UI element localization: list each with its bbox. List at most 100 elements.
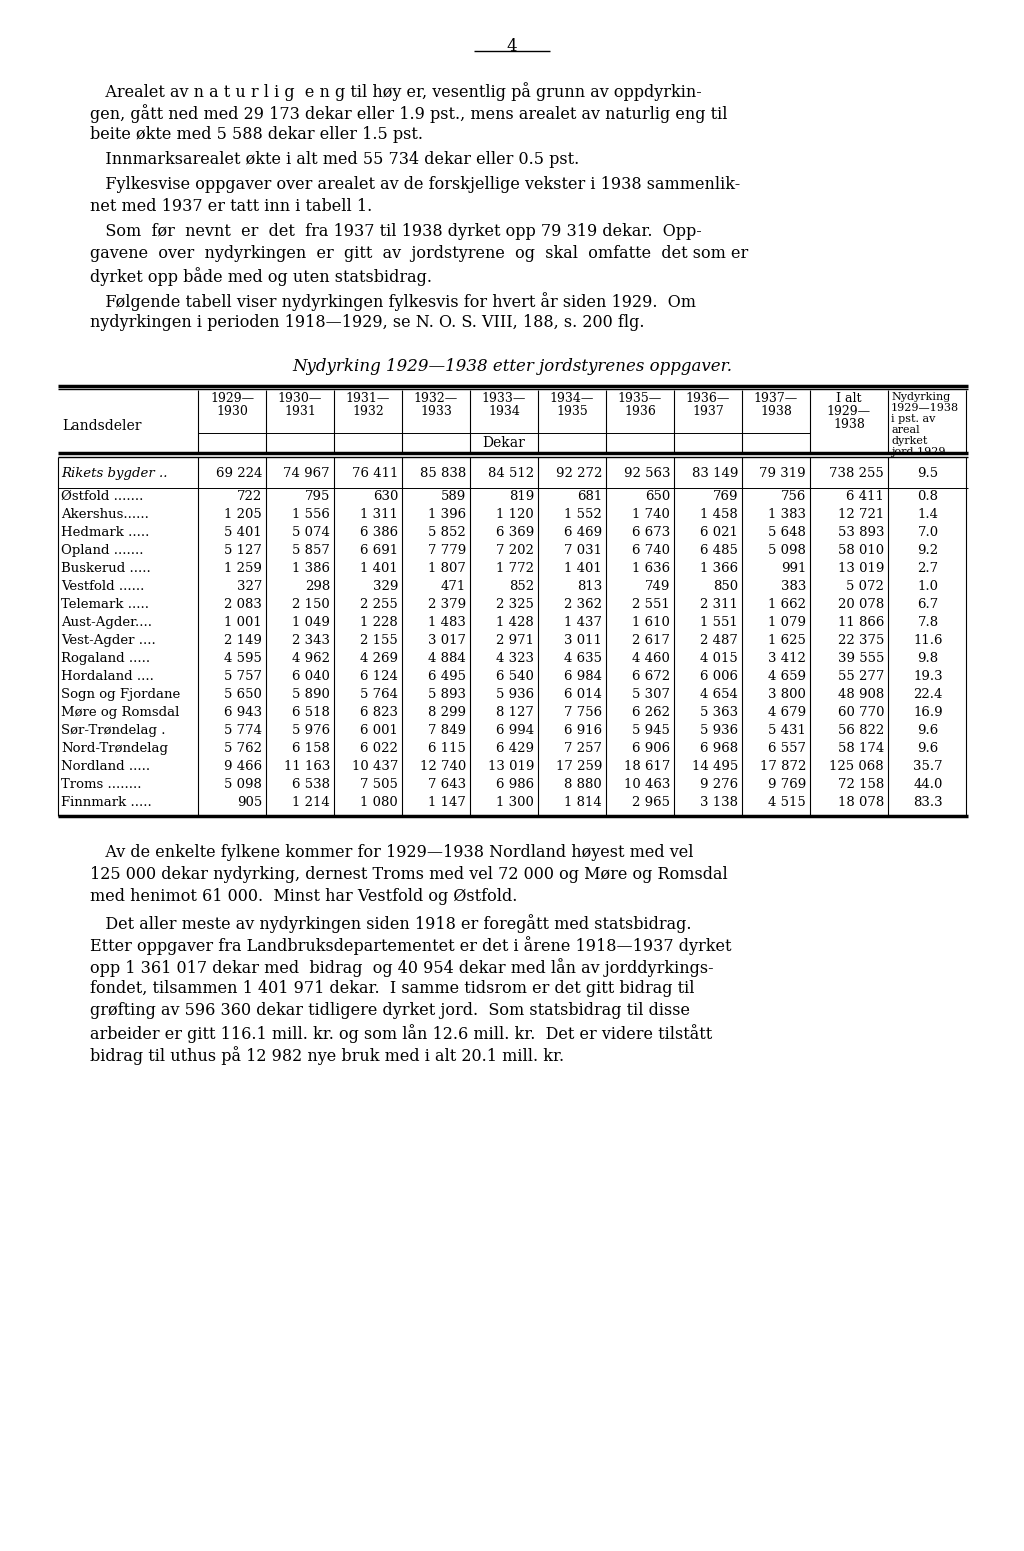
Text: Hordaland ....: Hordaland ....	[61, 670, 154, 682]
Text: Arealet av n a t u r l i g  e n g til høy er, vesentlig på grunn av oppdyrkin-: Arealet av n a t u r l i g e n g til høy…	[90, 82, 701, 101]
Text: 6 968: 6 968	[699, 741, 738, 755]
Text: i pst. av: i pst. av	[891, 414, 935, 423]
Text: nydyrkingen i perioden 1918—1929, se N. O. S. VIII, 188, s. 200 flg.: nydyrkingen i perioden 1918—1929, se N. …	[90, 313, 644, 330]
Text: 18 617: 18 617	[624, 760, 670, 772]
Text: Rikets bygder ..: Rikets bygder ..	[61, 467, 168, 479]
Text: 5 757: 5 757	[224, 670, 262, 682]
Text: Nord-Trøndelag: Nord-Trøndelag	[61, 741, 168, 755]
Text: 60 770: 60 770	[838, 706, 884, 720]
Text: dyrket: dyrket	[891, 436, 928, 447]
Text: 9.2: 9.2	[918, 544, 939, 557]
Text: Dekar: Dekar	[482, 436, 525, 450]
Text: 1936: 1936	[624, 405, 656, 419]
Text: 1 049: 1 049	[292, 616, 330, 630]
Text: 6 557: 6 557	[768, 741, 806, 755]
Text: 9 276: 9 276	[699, 779, 738, 791]
Text: 471: 471	[440, 580, 466, 592]
Text: 2 155: 2 155	[360, 634, 398, 647]
Text: beite økte med 5 588 dekar eller 1.5 pst.: beite økte med 5 588 dekar eller 1.5 pst…	[90, 126, 423, 143]
Text: 22 375: 22 375	[838, 634, 884, 647]
Text: 1 079: 1 079	[768, 616, 806, 630]
Text: 991: 991	[780, 561, 806, 575]
Text: 19.3: 19.3	[913, 670, 943, 682]
Text: 2 343: 2 343	[292, 634, 330, 647]
Text: 1 396: 1 396	[428, 509, 466, 521]
Text: 4 595: 4 595	[224, 651, 262, 665]
Text: 6 115: 6 115	[428, 741, 466, 755]
Text: 1 458: 1 458	[700, 509, 738, 521]
Text: 13 019: 13 019	[838, 561, 884, 575]
Text: 1934: 1934	[488, 405, 520, 419]
Text: 5 762: 5 762	[224, 741, 262, 755]
Text: 1930: 1930	[216, 405, 248, 419]
Text: 55 277: 55 277	[838, 670, 884, 682]
Text: 795: 795	[304, 490, 330, 503]
Text: 1933—: 1933—	[482, 392, 526, 405]
Text: 2 362: 2 362	[564, 599, 602, 611]
Text: 8 880: 8 880	[564, 779, 602, 791]
Text: 6 672: 6 672	[632, 670, 670, 682]
Text: 1 147: 1 147	[428, 796, 466, 810]
Text: 1 001: 1 001	[224, 616, 262, 630]
Text: Innmarksarealet økte i alt med 55 734 dekar eller 0.5 pst.: Innmarksarealet økte i alt med 55 734 de…	[90, 150, 580, 168]
Text: 6 495: 6 495	[428, 670, 466, 682]
Text: 819: 819	[509, 490, 534, 503]
Text: 1931—: 1931—	[346, 392, 390, 405]
Text: 4 269: 4 269	[360, 651, 398, 665]
Text: 92 272: 92 272	[556, 467, 602, 479]
Text: 298: 298	[305, 580, 330, 592]
Text: 6 014: 6 014	[564, 689, 602, 701]
Text: 1 662: 1 662	[768, 599, 806, 611]
Text: Troms ........: Troms ........	[61, 779, 141, 791]
Text: gen, gått ned med 29 173 dekar eller 1.9 pst., mens arealet av naturlig eng til: gen, gått ned med 29 173 dekar eller 1.9…	[90, 104, 727, 123]
Text: 69 224: 69 224	[216, 467, 262, 479]
Text: 1929—1938: 1929—1938	[891, 403, 959, 413]
Text: 5 098: 5 098	[224, 779, 262, 791]
Text: 3 800: 3 800	[768, 689, 806, 701]
Text: 6 411: 6 411	[846, 490, 884, 503]
Text: 1937—: 1937—	[754, 392, 798, 405]
Text: 1 807: 1 807	[428, 561, 466, 575]
Text: 17 872: 17 872	[760, 760, 806, 772]
Text: 9.6: 9.6	[918, 724, 939, 737]
Text: 1 080: 1 080	[360, 796, 398, 810]
Text: 5 893: 5 893	[428, 689, 466, 701]
Text: 6 006: 6 006	[700, 670, 738, 682]
Text: 6 386: 6 386	[359, 526, 398, 540]
Text: 1 740: 1 740	[632, 509, 670, 521]
Text: 5 936: 5 936	[699, 724, 738, 737]
Text: 6 040: 6 040	[292, 670, 330, 682]
Text: 5 127: 5 127	[224, 544, 262, 557]
Text: 7 202: 7 202	[496, 544, 534, 557]
Text: 11 163: 11 163	[284, 760, 330, 772]
Text: med henimot 61 000.  Minst har Vestfold og Østfold.: med henimot 61 000. Minst har Vestfold o…	[90, 889, 517, 904]
Text: areal: areal	[891, 425, 920, 434]
Text: 8 127: 8 127	[496, 706, 534, 720]
Text: 1 366: 1 366	[699, 561, 738, 575]
Text: 6 538: 6 538	[292, 779, 330, 791]
Text: 9.5: 9.5	[918, 467, 939, 479]
Text: Vest-Agder ....: Vest-Agder ....	[61, 634, 156, 647]
Text: 6 021: 6 021	[700, 526, 738, 540]
Text: 6 943: 6 943	[224, 706, 262, 720]
Text: Sør-Trøndelag .: Sør-Trøndelag .	[61, 724, 166, 737]
Text: 1 205: 1 205	[224, 509, 262, 521]
Text: 5 857: 5 857	[292, 544, 330, 557]
Text: 5 852: 5 852	[428, 526, 466, 540]
Text: 327: 327	[237, 580, 262, 592]
Text: 5 650: 5 650	[224, 689, 262, 701]
Text: 2 325: 2 325	[496, 599, 534, 611]
Text: 1 610: 1 610	[632, 616, 670, 630]
Text: 4 654: 4 654	[700, 689, 738, 701]
Text: 749: 749	[645, 580, 670, 592]
Text: 4 323: 4 323	[496, 651, 534, 665]
Text: 6 124: 6 124	[360, 670, 398, 682]
Text: Buskerud .....: Buskerud .....	[61, 561, 151, 575]
Text: 5 072: 5 072	[846, 580, 884, 592]
Text: 1 814: 1 814	[564, 796, 602, 810]
Text: 85 838: 85 838	[420, 467, 466, 479]
Text: 1934—: 1934—	[550, 392, 594, 405]
Text: 2 487: 2 487	[700, 634, 738, 647]
Text: 11 866: 11 866	[838, 616, 884, 630]
Text: 2 255: 2 255	[360, 599, 398, 611]
